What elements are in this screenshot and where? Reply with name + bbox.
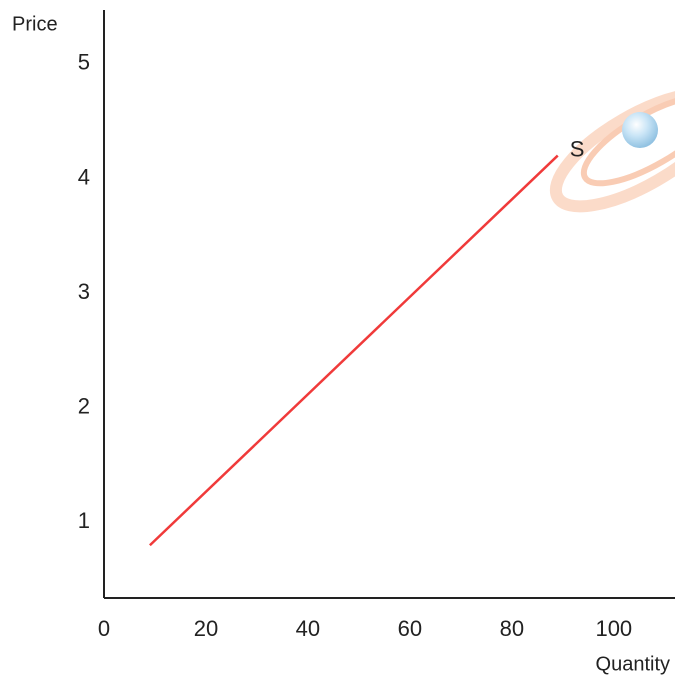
- y-tick-label: 4: [78, 164, 90, 189]
- series-label: S: [570, 136, 585, 161]
- series-line: [149, 154, 559, 547]
- x-tick-label: 0: [98, 616, 110, 641]
- x-tick-label: 60: [398, 616, 422, 641]
- logo-decoration: [549, 87, 675, 213]
- x-tick-label: 20: [194, 616, 218, 641]
- x-tick-label: 100: [595, 616, 632, 641]
- y-tick-label: 5: [78, 50, 90, 75]
- y-tick-label: 2: [78, 394, 90, 419]
- x-axis-label: Quantity: [596, 653, 670, 675]
- x-tick-label: 40: [296, 616, 320, 641]
- y-tick-label: 3: [78, 279, 90, 304]
- x-tick-label: 80: [500, 616, 524, 641]
- y-axis-label: Price: [12, 13, 58, 35]
- y-tick-label: 1: [78, 508, 90, 533]
